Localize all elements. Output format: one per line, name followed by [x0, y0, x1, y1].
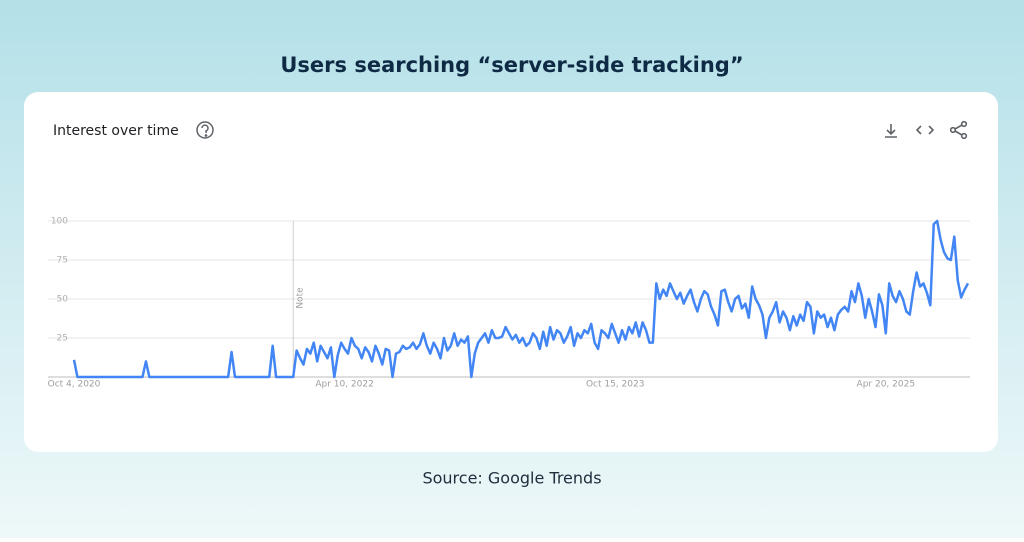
download-icon[interactable]: [885, 124, 897, 138]
y-tick-label: 75: [57, 256, 68, 266]
note-label: Note: [296, 287, 306, 309]
y-tick-label: 25: [57, 334, 68, 344]
card-heading: Interest over time: [53, 123, 179, 139]
embed-icon[interactable]: [915, 125, 935, 135]
x-tick-label: Oct 15, 2023: [586, 380, 645, 390]
source: Source: Google Trends: [422, 469, 601, 488]
trend-line: [72, 219, 970, 379]
share-icon[interactable]: [949, 120, 968, 140]
y-tick-label: 100: [51, 217, 68, 227]
page-title: Users searching “server-side tracking”: [280, 53, 743, 77]
x-tick-label: Apr 10, 2022: [315, 380, 374, 390]
x-tick-label: Oct 4, 2020: [48, 380, 101, 390]
y-tick-label: 50: [57, 295, 69, 305]
card: [24, 92, 998, 452]
help-icon[interactable]: [196, 121, 214, 139]
x-tick-label: Apr 20, 2025: [857, 380, 916, 390]
